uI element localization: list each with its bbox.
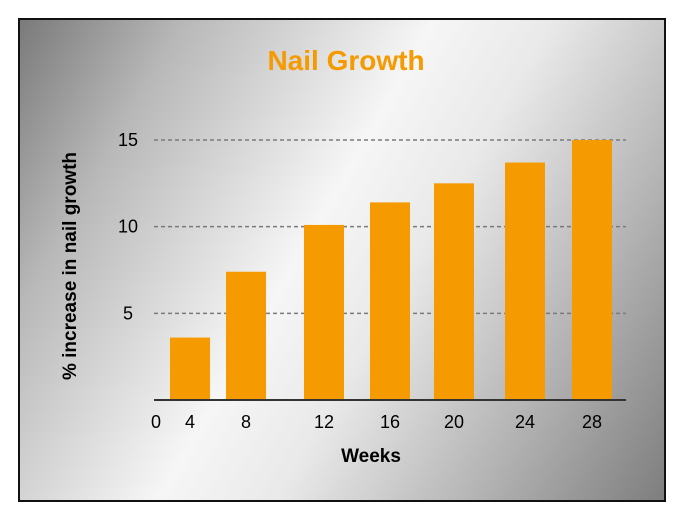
bar-week-28 [572, 140, 612, 400]
x-tick-label: 12 [314, 412, 334, 432]
bar-week-24 [505, 162, 545, 400]
bar-week-12 [304, 224, 344, 400]
x-tick-label: 4 [185, 412, 195, 432]
x-tick-label: 24 [515, 412, 535, 432]
y-tick-label: 15 [118, 130, 138, 150]
chart-frame: Nail Growth 5 10 15 4 8 12 16 20 24 28 0 Weeks % i… [18, 18, 666, 502]
bar-week-16 [370, 202, 410, 400]
y-tick-label: 5 [123, 303, 133, 323]
bar-week-20 [434, 183, 474, 400]
x-axis-label: Weeks [341, 446, 401, 467]
x-tick-label: 8 [241, 412, 251, 432]
y-axis-label: % increase in nail growth [60, 152, 81, 380]
bars [170, 140, 612, 400]
y-tick-label: 10 [118, 217, 138, 237]
tick-labels: 5 10 15 4 8 12 16 20 24 28 0 [118, 130, 602, 432]
bar-week-4 [170, 337, 210, 400]
x-tick-label: 16 [380, 412, 400, 432]
bar-chart: Nail Growth 5 10 15 4 8 12 16 20 24 28 0 Weeks % i… [60, 45, 626, 467]
x-origin-label: 0 [151, 412, 161, 432]
x-tick-label: 20 [444, 412, 464, 432]
chart-title: Nail Growth [267, 45, 424, 76]
bar-week-8 [226, 271, 266, 400]
x-tick-label: 28 [582, 412, 602, 432]
